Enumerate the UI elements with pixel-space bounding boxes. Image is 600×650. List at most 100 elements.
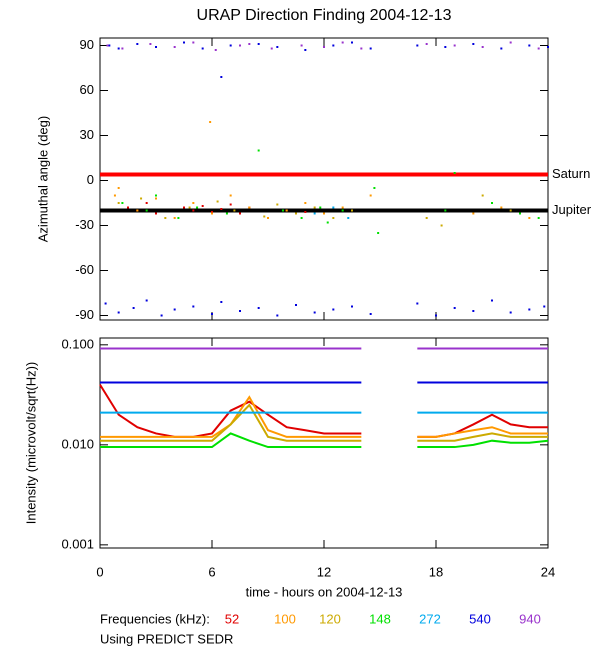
point [425,217,428,219]
legend-entry: 940 [519,611,541,626]
point [229,44,232,47]
point [160,314,163,317]
point [519,212,521,215]
point [140,197,143,200]
point [481,46,484,48]
point [369,194,372,197]
point [528,217,531,219]
point [214,49,217,51]
x-tick-label: 18 [429,564,443,579]
x-axis-label: time - hours on 2004-12-13 [246,584,403,599]
point [351,305,353,308]
point [257,307,260,309]
point [136,209,139,212]
point [220,208,223,210]
point [295,212,297,215]
point [332,308,335,311]
point [192,209,195,212]
point [304,49,307,51]
point [225,212,228,215]
point [257,43,260,45]
point [267,217,269,219]
plot-frame [99,37,549,321]
point [192,41,195,44]
point [173,217,176,219]
series-line [100,403,548,442]
point [211,313,213,315]
point [543,305,546,308]
point [117,47,120,50]
point [300,44,303,47]
y-tick-label: -90 [75,307,94,322]
point [149,43,152,45]
point [444,46,447,48]
point [155,46,157,48]
point [239,310,241,312]
point [177,217,180,219]
point [444,209,447,212]
point [425,43,428,45]
point [155,212,157,215]
point [500,47,503,50]
point [323,46,325,48]
point [440,224,443,227]
point [270,47,273,50]
point [373,187,376,189]
point [319,206,322,209]
point [117,187,120,189]
point [257,149,260,152]
point [229,203,232,206]
point [233,209,236,212]
note: Using PREDICT SEDR [100,631,233,646]
legend-entry: 52 [225,611,239,626]
point [281,209,284,212]
point [239,212,241,215]
legend-entry: 148 [369,611,391,626]
series-line [100,432,549,449]
point [453,44,456,47]
point [341,209,344,212]
point [248,43,251,45]
point [183,206,185,209]
point [188,206,191,209]
point [351,41,353,44]
point [239,44,241,47]
y-tick-label: 0 [87,172,94,187]
point [509,209,512,212]
point [117,311,120,314]
y-tick-label: 90 [80,37,94,52]
point [155,194,157,197]
point [201,205,204,207]
x-tick-label: 6 [208,564,215,579]
point [491,202,493,204]
point [145,202,148,204]
point [472,310,475,312]
point [537,47,540,50]
point [453,307,456,309]
point [472,43,475,45]
x-tick-label: 0 [96,564,103,579]
point [263,215,266,218]
point [220,301,223,303]
point [528,308,531,311]
point [347,217,350,219]
chart-title: URAP Direction Finding 2004-12-13 [197,7,452,24]
point [285,209,288,212]
reference-label: Jupiter [552,202,592,217]
point [211,211,213,213]
x-tick-label: 12 [317,564,331,579]
x-tick-label: 24 [541,564,555,579]
point [211,212,213,215]
point [537,217,540,219]
point [192,305,195,308]
legend-entry: 100 [274,611,296,626]
y-axis-label: Intensity (microvolt/sqrt(Hz)) [23,362,38,525]
point [435,314,437,317]
y-tick-label: -30 [75,217,94,232]
legend-entry: 272 [419,611,441,626]
point [313,206,316,209]
point [509,311,512,314]
point [216,200,219,203]
y-tick-label: 0.001 [61,536,94,551]
